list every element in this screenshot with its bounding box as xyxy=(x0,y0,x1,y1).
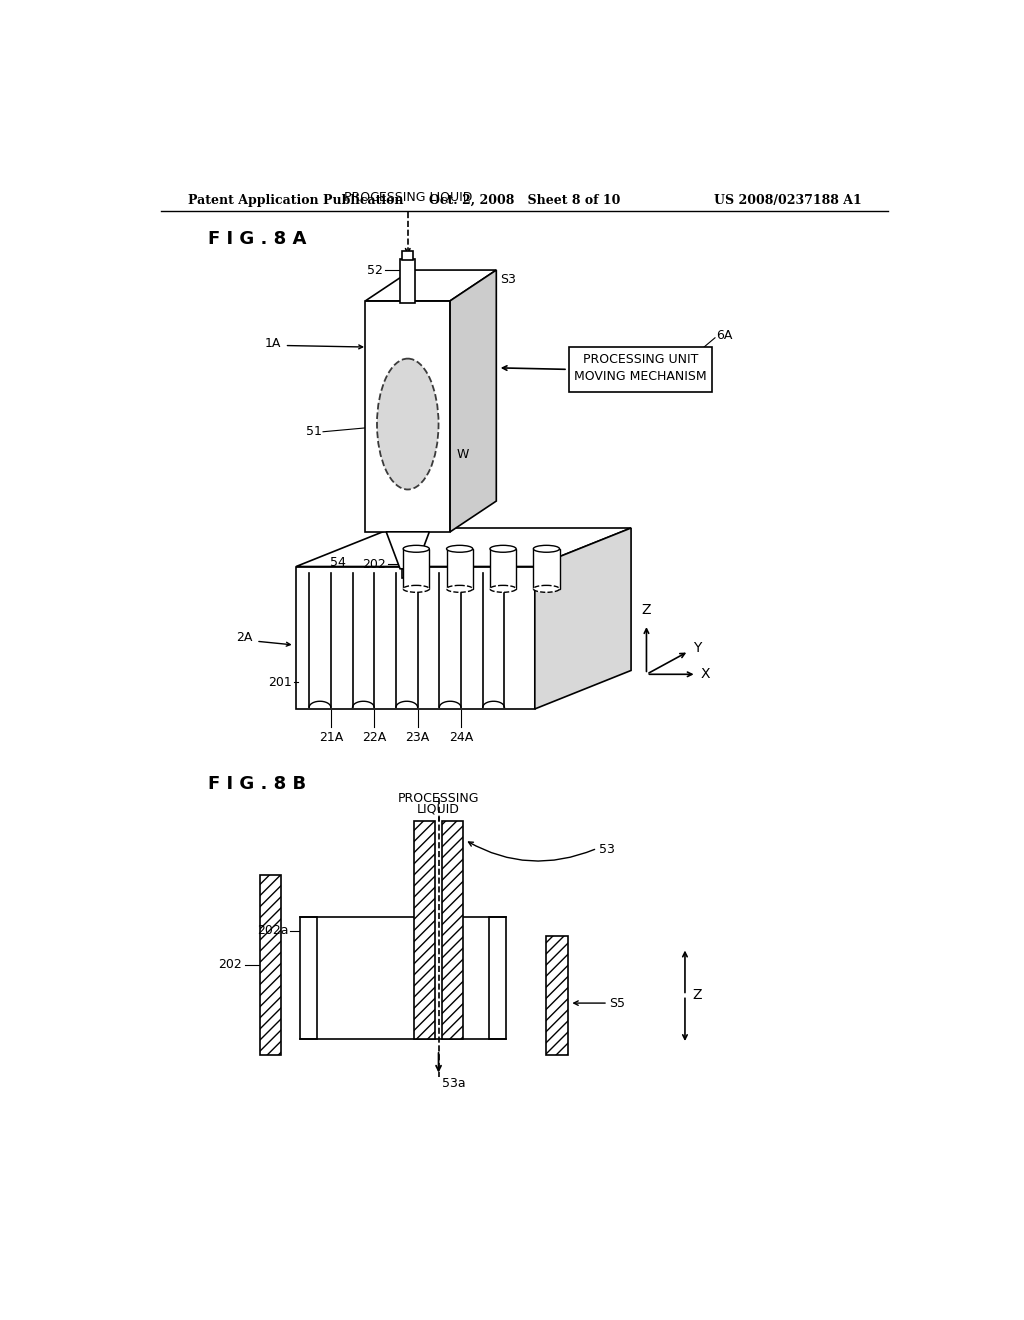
Bar xyxy=(403,549,429,589)
Text: 202: 202 xyxy=(218,958,243,972)
Polygon shape xyxy=(366,271,497,301)
Text: F I G . 8 B: F I G . 8 B xyxy=(208,775,306,793)
Ellipse shape xyxy=(534,585,559,593)
Ellipse shape xyxy=(446,585,473,593)
Text: Z: Z xyxy=(642,602,651,616)
Text: 21A: 21A xyxy=(318,730,343,743)
Text: 201: 201 xyxy=(268,676,292,689)
Text: W: W xyxy=(457,449,469,462)
Text: 202: 202 xyxy=(362,557,386,570)
Bar xyxy=(569,347,712,392)
Ellipse shape xyxy=(489,585,516,593)
Bar xyxy=(414,821,435,1039)
Text: Patent Application Publication: Patent Application Publication xyxy=(188,194,403,207)
Polygon shape xyxy=(386,532,429,569)
Text: US 2008/0237188 A1: US 2008/0237188 A1 xyxy=(715,194,862,207)
Text: 22A: 22A xyxy=(362,730,386,743)
Text: 24A: 24A xyxy=(449,730,473,743)
Text: MOVING MECHANISM: MOVING MECHANISM xyxy=(574,370,707,383)
Text: PROCESSING UNIT: PROCESSING UNIT xyxy=(583,352,698,366)
Text: 51: 51 xyxy=(305,425,322,438)
Bar xyxy=(366,301,451,532)
Ellipse shape xyxy=(534,545,559,552)
Polygon shape xyxy=(296,528,631,566)
Text: 52: 52 xyxy=(368,264,383,277)
Text: S5: S5 xyxy=(609,997,626,1010)
Ellipse shape xyxy=(403,585,429,593)
Text: 2A: 2A xyxy=(236,631,252,644)
Text: S3: S3 xyxy=(500,273,516,286)
Polygon shape xyxy=(535,528,631,709)
Text: 202a: 202a xyxy=(257,924,289,937)
Bar xyxy=(488,917,506,1039)
Bar xyxy=(300,917,316,1039)
Bar xyxy=(441,821,463,1039)
Bar xyxy=(446,549,473,589)
Bar xyxy=(400,259,416,304)
Text: PROCESSING LIQUID: PROCESSING LIQUID xyxy=(344,190,472,203)
Ellipse shape xyxy=(377,359,438,490)
Text: 54: 54 xyxy=(331,556,346,569)
Text: 23A: 23A xyxy=(406,730,430,743)
Text: 6A: 6A xyxy=(716,329,732,342)
Text: 53: 53 xyxy=(599,843,614,857)
Polygon shape xyxy=(451,271,497,532)
Bar xyxy=(296,566,535,709)
Text: LIQUID: LIQUID xyxy=(417,803,460,816)
Text: Z: Z xyxy=(692,989,702,1002)
Ellipse shape xyxy=(489,545,516,552)
Text: Oct. 2, 2008   Sheet 8 of 10: Oct. 2, 2008 Sheet 8 of 10 xyxy=(429,194,621,207)
Bar xyxy=(489,549,516,589)
Text: F I G . 8 A: F I G . 8 A xyxy=(208,230,306,248)
Ellipse shape xyxy=(446,545,473,552)
Text: 1A: 1A xyxy=(264,337,281,350)
Text: PROCESSING: PROCESSING xyxy=(397,792,479,805)
Text: X: X xyxy=(700,668,710,681)
Bar xyxy=(402,251,413,260)
Bar xyxy=(401,569,414,578)
Text: 53: 53 xyxy=(451,548,466,561)
Bar xyxy=(547,936,568,1056)
Text: Y: Y xyxy=(692,642,701,655)
Bar xyxy=(260,874,282,1056)
Text: 53a: 53a xyxy=(442,1077,466,1090)
Ellipse shape xyxy=(403,545,429,552)
Bar xyxy=(534,549,559,589)
